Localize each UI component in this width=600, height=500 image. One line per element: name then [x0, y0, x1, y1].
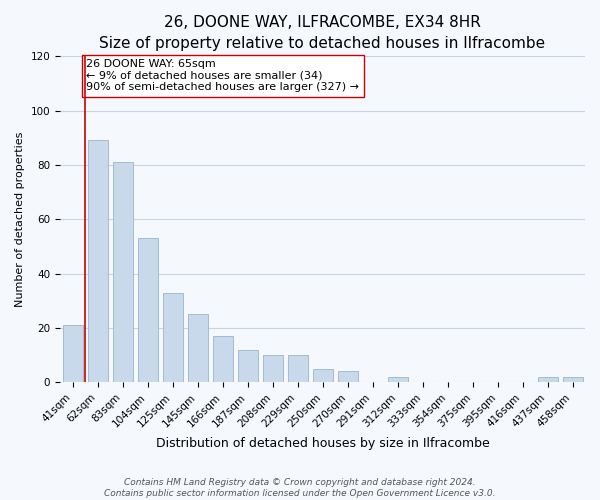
Bar — [188, 314, 208, 382]
Bar — [263, 355, 283, 382]
Bar — [137, 238, 158, 382]
Bar — [62, 325, 83, 382]
Bar — [88, 140, 107, 382]
Title: 26, DOONE WAY, ILFRACOMBE, EX34 8HR
Size of property relative to detached houses: 26, DOONE WAY, ILFRACOMBE, EX34 8HR Size… — [100, 15, 545, 51]
Bar — [313, 368, 332, 382]
Bar — [563, 376, 583, 382]
Bar — [538, 376, 557, 382]
Bar — [287, 355, 308, 382]
Y-axis label: Number of detached properties: Number of detached properties — [15, 132, 25, 307]
Bar — [238, 350, 257, 382]
Text: 26 DOONE WAY: 65sqm
← 9% of detached houses are smaller (34)
90% of semi-detache: 26 DOONE WAY: 65sqm ← 9% of detached hou… — [86, 59, 359, 92]
Bar — [212, 336, 233, 382]
Bar — [338, 371, 358, 382]
Text: Contains HM Land Registry data © Crown copyright and database right 2024.
Contai: Contains HM Land Registry data © Crown c… — [104, 478, 496, 498]
Bar — [388, 376, 407, 382]
X-axis label: Distribution of detached houses by size in Ilfracombe: Distribution of detached houses by size … — [155, 437, 490, 450]
Bar — [113, 162, 133, 382]
Bar — [163, 292, 182, 382]
